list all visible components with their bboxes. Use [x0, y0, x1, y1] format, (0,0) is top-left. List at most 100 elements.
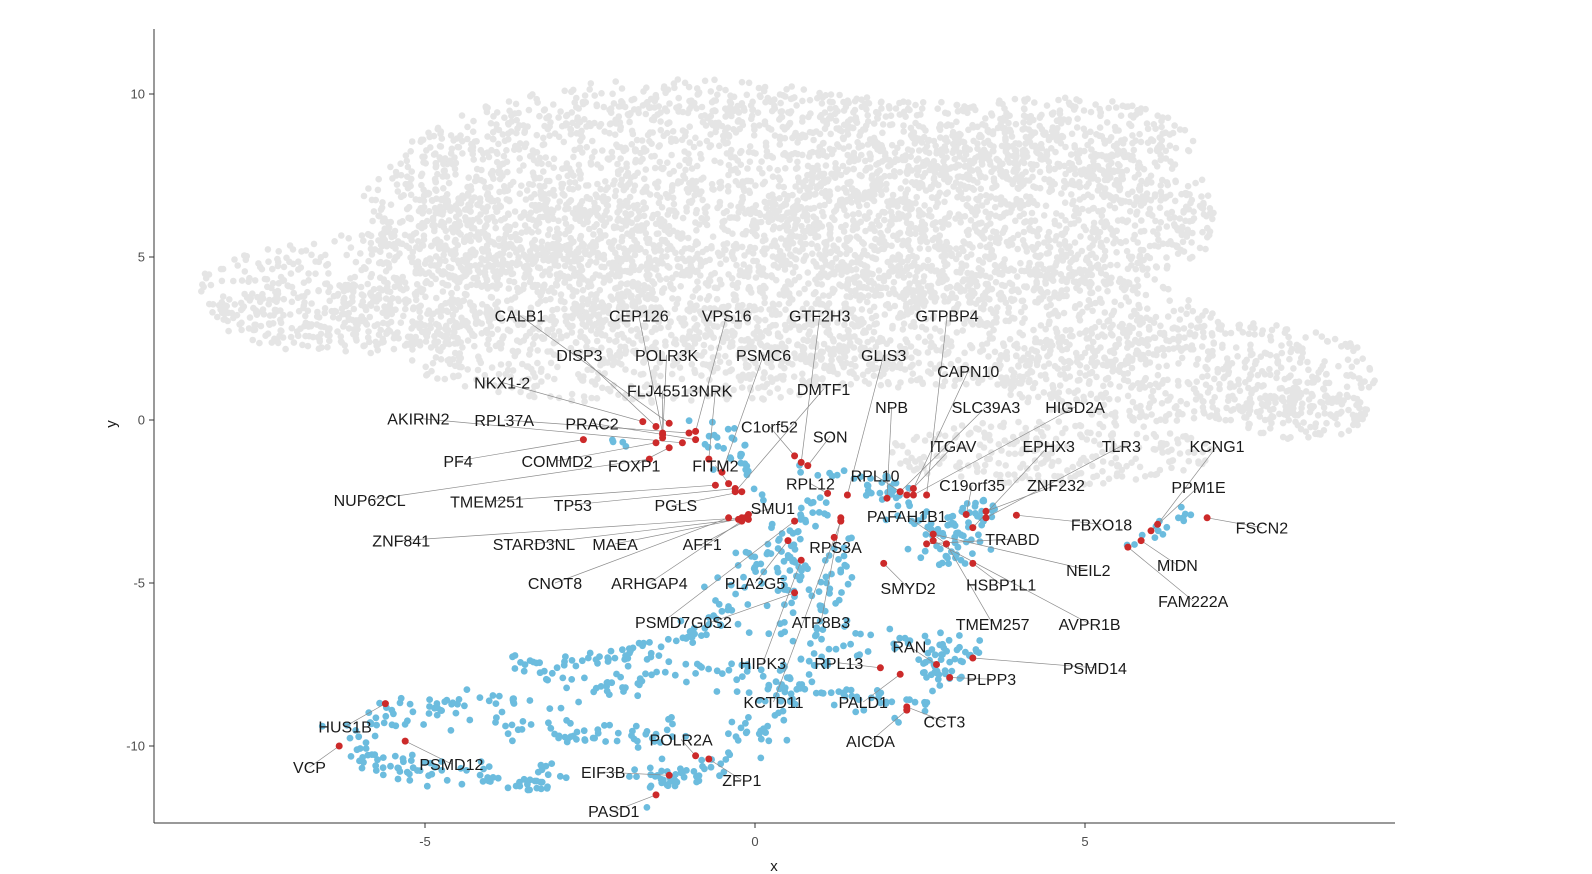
background-cell-point [976, 220, 984, 227]
background-cell-point [561, 298, 568, 306]
background-cell-point [1098, 242, 1105, 250]
background-cell-point [932, 142, 939, 150]
background-cell-point [1134, 282, 1142, 290]
background-cell-point [617, 126, 624, 133]
background-cell-point [448, 264, 455, 272]
background-cell-point [785, 337, 792, 345]
background-cell-point [667, 280, 674, 288]
background-cell-point [1168, 241, 1176, 248]
background-cell-point [1032, 298, 1039, 306]
background-cell-point [977, 268, 985, 276]
background-cell-point [256, 263, 264, 271]
background-cell-point [604, 202, 612, 209]
background-cell-point [977, 348, 984, 355]
background-cell-point [443, 307, 450, 315]
background-cell-point [591, 92, 598, 99]
background-cell-point [1174, 250, 1182, 257]
background-cell-point [941, 198, 948, 206]
background-cell-point [341, 319, 349, 327]
background-cell-point [911, 181, 918, 188]
background-cell-point [294, 332, 302, 339]
background-cell-point [959, 195, 967, 203]
background-cell-point [864, 100, 871, 107]
background-cell-point [658, 204, 666, 211]
background-cell-point [302, 247, 310, 254]
background-cell-point [1048, 186, 1056, 194]
background-cell-point [1077, 277, 1084, 285]
background-cell-point [1101, 253, 1109, 260]
background-cell-point [757, 306, 765, 313]
background-cell-point [591, 148, 598, 155]
background-cell-point [400, 312, 407, 320]
background-cell-point [219, 293, 227, 300]
background-cell-point [299, 341, 306, 349]
background-cell-point [1144, 305, 1151, 313]
background-cell-point [799, 114, 806, 121]
background-cell-point [769, 191, 776, 198]
background-cell-point [579, 98, 587, 106]
background-cell-point [756, 92, 764, 99]
background-cell-point [650, 295, 657, 302]
background-cell-point [664, 159, 671, 166]
background-cell-point [653, 191, 661, 199]
background-cell-point [777, 203, 784, 211]
background-cell-point [459, 192, 466, 199]
background-cell-point [534, 300, 542, 308]
background-cell-point [694, 240, 702, 247]
background-cell-point [867, 153, 874, 160]
background-cell-point [958, 213, 965, 221]
background-cell-point [836, 281, 843, 289]
background-cell-point [773, 255, 781, 263]
background-cell-point [588, 291, 595, 298]
background-cell-point [560, 138, 568, 146]
background-cell-point [916, 245, 924, 252]
background-cell-point [884, 300, 892, 308]
background-cell-point [600, 103, 608, 111]
background-cell-point [829, 98, 836, 106]
background-cell-point [964, 202, 971, 210]
background-cell-point [840, 98, 847, 106]
background-cell-point [1101, 176, 1109, 184]
background-cell-point [1151, 191, 1159, 198]
background-cell-point [935, 245, 943, 253]
background-cell-point [529, 181, 537, 188]
background-cell-point [635, 298, 643, 305]
background-cell-point [433, 187, 440, 194]
background-cell-point [447, 132, 455, 139]
background-cell-point [738, 78, 746, 86]
background-cell-point [795, 290, 803, 297]
background-cell-point [861, 262, 868, 269]
background-cell-point [1106, 202, 1114, 209]
background-cell-point [694, 278, 701, 286]
background-cell-point [1177, 306, 1185, 314]
background-cell-point [838, 127, 845, 135]
background-cell-point [1053, 210, 1060, 217]
background-cell-point [852, 289, 859, 296]
background-cell-point [365, 185, 372, 192]
background-cell-point [611, 131, 619, 138]
background-cell-point [616, 283, 623, 291]
background-cell-point [443, 234, 451, 241]
background-cell-point [814, 162, 821, 170]
background-cell-point [316, 338, 324, 345]
background-cell-point [1015, 185, 1022, 192]
background-cell-point [969, 244, 976, 251]
background-cell-point [1163, 265, 1171, 272]
background-cell-point [1202, 245, 1209, 253]
background-cell-point [266, 321, 273, 329]
background-cell-point [982, 208, 989, 216]
background-cell-point [403, 157, 411, 165]
background-cell-point [734, 215, 741, 222]
background-cell-point [241, 268, 249, 275]
background-cell-point [1071, 254, 1078, 262]
background-cell-point [778, 113, 786, 121]
background-cell-point [308, 300, 315, 307]
background-cell-point [275, 248, 283, 255]
background-cell-point [1030, 326, 1037, 334]
background-cell-point [849, 211, 857, 218]
background-cell-point [816, 89, 823, 97]
background-cell-point [1073, 284, 1080, 292]
background-cell-point [975, 197, 982, 204]
background-cell-point [432, 178, 439, 185]
background-cell-point [1070, 220, 1078, 227]
